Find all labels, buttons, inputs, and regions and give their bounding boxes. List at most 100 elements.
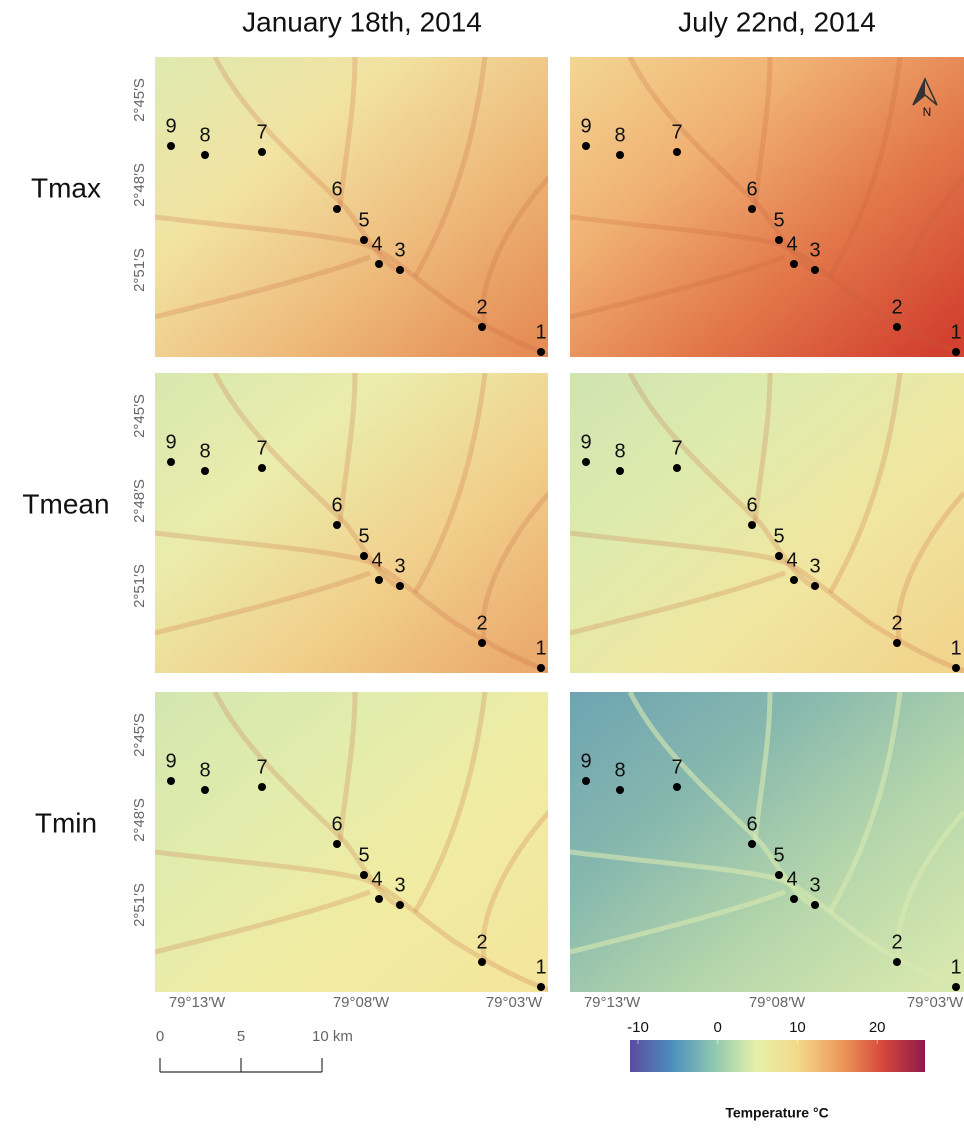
row-label: Tmean: [22, 488, 109, 519]
station: [396, 582, 404, 590]
drainage: [212, 57, 402, 275]
drainage: [155, 530, 548, 673]
station-label: 5: [358, 525, 369, 547]
color-tick-label: 10: [789, 1019, 806, 1036]
station: [167, 142, 175, 150]
station-label: 6: [746, 813, 757, 835]
station: [775, 236, 783, 244]
station: [201, 151, 209, 159]
row-label: Tmin: [35, 807, 97, 838]
station: [616, 786, 624, 794]
station-label: 9: [165, 431, 176, 453]
station-label: 7: [256, 121, 267, 143]
drainage: [155, 570, 371, 636]
station-label: 8: [614, 440, 625, 462]
station: [396, 901, 404, 909]
station-label: 2: [476, 612, 487, 634]
station: [952, 983, 960, 991]
drainage: [570, 254, 786, 320]
drainage: [627, 692, 817, 910]
lat-label: 2°51′S: [131, 248, 148, 292]
lon-label: 79°13′W: [169, 994, 226, 1011]
drainage: [627, 57, 817, 275]
drainage: [480, 175, 548, 328]
station-label: 5: [358, 209, 369, 231]
terrain: [155, 692, 548, 992]
station: [748, 840, 756, 848]
station-label: 2: [476, 296, 487, 318]
column-title: January 18th, 2014: [242, 6, 482, 37]
lat-label: 2°51′S: [131, 883, 148, 927]
station-label: 9: [165, 750, 176, 772]
station-label: 7: [671, 437, 682, 459]
drainage: [895, 175, 964, 328]
station: [616, 151, 624, 159]
drainage: [212, 373, 402, 591]
drainage: [570, 570, 786, 636]
drainage: [412, 692, 488, 914]
station-label: 5: [773, 844, 784, 866]
station-label: 9: [165, 115, 176, 137]
station: [258, 464, 266, 472]
drainage: [895, 810, 964, 963]
station: [673, 464, 681, 472]
station-label: 8: [199, 759, 210, 781]
lon-label: 79°08′W: [749, 994, 806, 1011]
drainage: [895, 491, 964, 644]
station-label: 4: [786, 233, 797, 255]
station-label: 6: [331, 494, 342, 516]
lat-label: 2°48′S: [131, 479, 148, 523]
station: [893, 639, 901, 647]
lon-label: 79°13′W: [584, 994, 641, 1011]
color-bar: [630, 1040, 925, 1072]
lon-label: 79°08′W: [333, 994, 390, 1011]
drainage: [412, 373, 488, 595]
drainage: [570, 530, 964, 673]
terrain: [155, 57, 548, 357]
station: [478, 639, 486, 647]
station-label: 3: [394, 555, 405, 577]
station-label: 8: [199, 440, 210, 462]
station: [258, 148, 266, 156]
station: [375, 576, 383, 584]
scale-label: 5: [237, 1028, 245, 1045]
column-title: July 22nd, 2014: [678, 6, 876, 37]
station: [952, 348, 960, 356]
station: [790, 895, 798, 903]
drainage: [155, 214, 548, 357]
station: [360, 236, 368, 244]
drainage: [570, 889, 786, 955]
station-label: 8: [614, 124, 625, 146]
lon-label: 79°03′W: [486, 994, 543, 1011]
station: [375, 895, 383, 903]
lat-label: 2°45′S: [131, 78, 148, 122]
station: [360, 871, 368, 879]
station-label: 3: [809, 874, 820, 896]
station-label: 3: [809, 555, 820, 577]
station-label: 1: [950, 321, 961, 343]
drainage: [337, 57, 358, 208]
station-label: 2: [476, 931, 487, 953]
station: [748, 521, 756, 529]
drainage: [570, 849, 964, 992]
station-label: 1: [535, 321, 546, 343]
station: [811, 582, 819, 590]
north-label: N: [923, 105, 932, 119]
station-label: 9: [580, 750, 591, 772]
station-label: 3: [394, 239, 405, 261]
station: [616, 467, 624, 475]
station-label: 8: [614, 759, 625, 781]
terrain: [570, 373, 964, 673]
drainage: [337, 692, 358, 843]
station: [333, 521, 341, 529]
drainage: [827, 373, 903, 595]
station-label: 5: [773, 209, 784, 231]
station: [201, 786, 209, 794]
station-label: 6: [331, 178, 342, 200]
lat-label: 2°45′S: [131, 394, 148, 438]
station: [790, 260, 798, 268]
scale-label: 10 km: [312, 1028, 353, 1045]
station-label: 1: [535, 637, 546, 659]
terrain: [155, 373, 548, 673]
